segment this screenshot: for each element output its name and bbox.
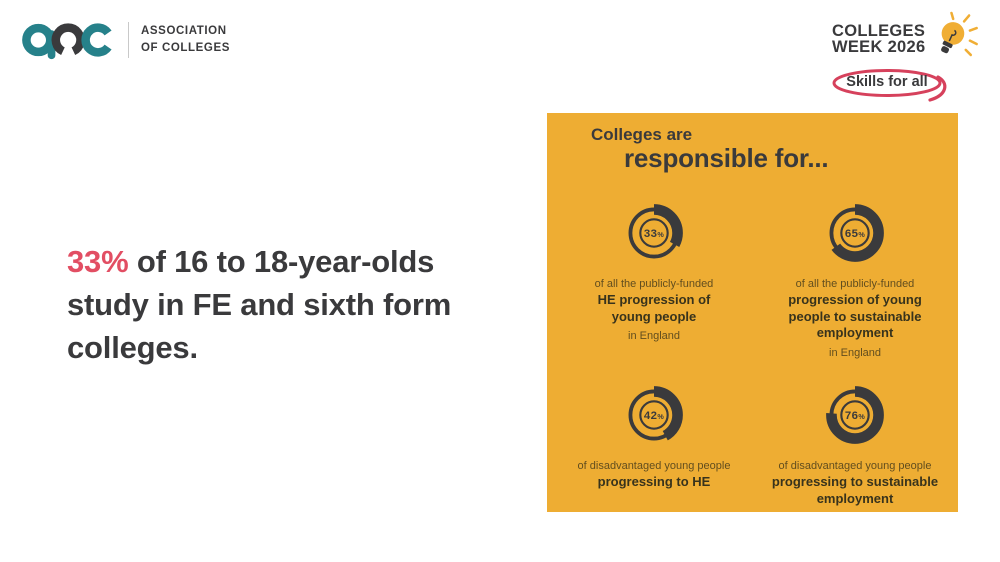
stat-main-label: progressing to sustainable employment bbox=[771, 474, 939, 506]
infographic-panel: Colleges are responsible for... 33% of a… bbox=[547, 113, 958, 512]
panel-title-line1: Colleges are bbox=[591, 125, 693, 144]
stat-pre-label: of disadvantaged young people bbox=[577, 460, 731, 472]
headline-line2: study in FE and sixth form bbox=[67, 286, 452, 322]
red-circle-icon bbox=[832, 69, 947, 102]
stat-main-label: HE progression of young people bbox=[597, 292, 711, 324]
svg-text:76%: 76% bbox=[845, 410, 865, 422]
headline-line1: 33% of 16 to 18-year-olds bbox=[67, 241, 527, 284]
aoc-org-line2: OF COLLEGES bbox=[141, 42, 231, 54]
donut-chart-33pct: 33% bbox=[625, 204, 683, 262]
colleges-week-line2: WEEK 2026 bbox=[832, 38, 926, 56]
svg-text:33%: 33% bbox=[644, 228, 664, 240]
stat-main-label: progressing to HE bbox=[597, 474, 711, 489]
donut-chart-65pct: 65% bbox=[826, 204, 884, 262]
lightbulb-icon bbox=[940, 11, 978, 57]
stat-post-label: in England bbox=[829, 346, 881, 359]
headline: 33% of 16 to 18-year-olds study in FE an… bbox=[67, 241, 527, 369]
colleges-week-line1: COLLEGES bbox=[832, 21, 926, 40]
headline-stat: 33% bbox=[67, 244, 129, 279]
colleges-week-logo: COLLEGES WEEK 2026 bbox=[824, 11, 984, 102]
colleges-week-tagline: Skills for all bbox=[846, 74, 928, 90]
stat-pre-label: of all the publicly-funded bbox=[594, 278, 714, 290]
headline-line1-rest: of 16 to 18-year-olds bbox=[128, 244, 435, 279]
stat-main-label: progression of young people to sustainab… bbox=[788, 292, 922, 341]
aoc-org-line1: ASSOCIATION bbox=[141, 25, 227, 38]
headline-line3: colleges. bbox=[67, 329, 198, 365]
stat-he-progression: 33% of all the publicly-funded HE progre… bbox=[553, 195, 755, 342]
stat-disadvantaged-he: 42% of disadvantaged young people progre… bbox=[553, 377, 755, 491]
colleges-week-title: COLLEGES WEEK 2026 bbox=[832, 21, 926, 56]
svg-text:42%: 42% bbox=[644, 410, 664, 422]
donut-chart-42pct: 42% bbox=[625, 386, 683, 444]
stat-pre-label: of all the publicly-funded bbox=[795, 278, 915, 290]
skills-for-all-badge: Skills for all bbox=[830, 68, 952, 102]
aoc-org-name: ASSOCIATION OF COLLEGES bbox=[141, 23, 230, 56]
stat-post-label: in England bbox=[628, 330, 680, 343]
svg-text:65%: 65% bbox=[845, 228, 865, 240]
panel-title-line2: responsible for... bbox=[624, 143, 829, 173]
donut-chart-76pct: 76% bbox=[826, 386, 884, 444]
stat-pre-label: of disadvantaged young people bbox=[778, 460, 932, 472]
aoc-logo-icon bbox=[22, 23, 112, 60]
aoc-logo: ASSOCIATION OF COLLEGES bbox=[20, 17, 230, 63]
logo-divider bbox=[128, 22, 129, 58]
stat-sustainable-employment: 65% of all the publicly-funded progressi… bbox=[755, 195, 955, 359]
stat-disadvantaged-employment: 76% of disadvantaged young people progre… bbox=[755, 377, 955, 507]
